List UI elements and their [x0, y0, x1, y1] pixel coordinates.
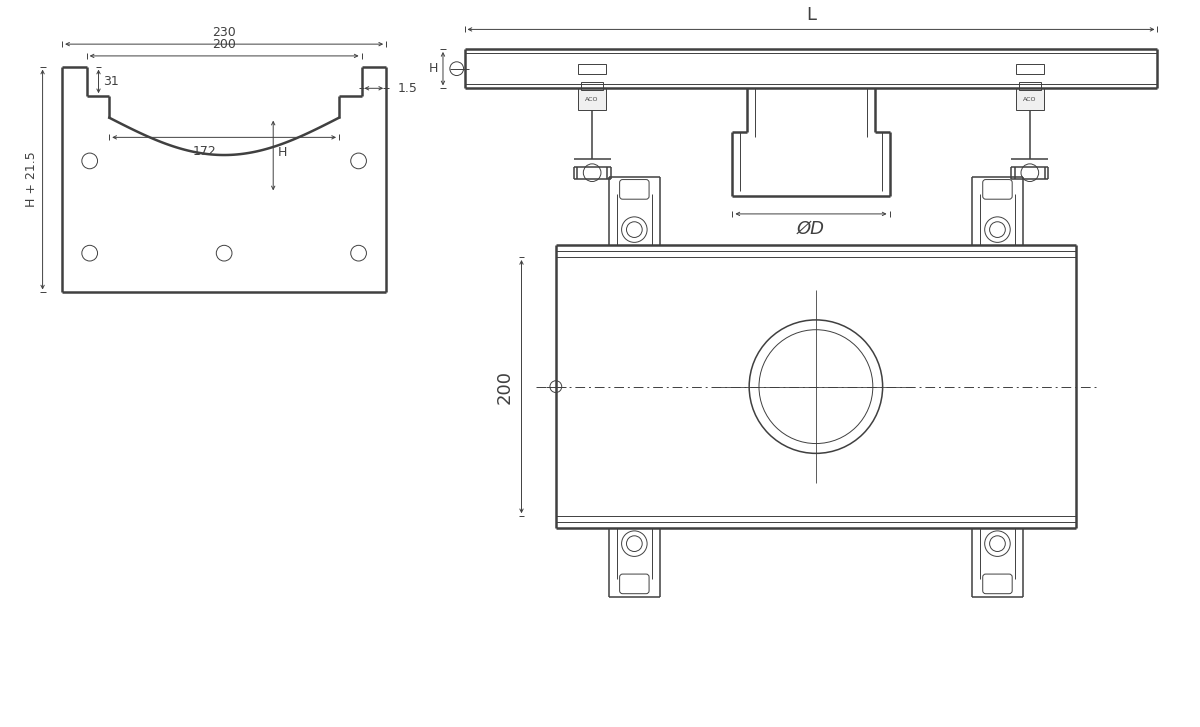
Bar: [1019, 82, 1040, 90]
Text: 1.5: 1.5: [398, 82, 418, 95]
Bar: [578, 64, 606, 73]
Text: 31: 31: [103, 75, 119, 88]
Text: H + 21.5: H + 21.5: [25, 152, 37, 207]
Bar: [1016, 64, 1044, 73]
FancyBboxPatch shape: [619, 574, 649, 594]
Text: ØD: ØD: [797, 220, 824, 238]
Text: ACO: ACO: [1024, 97, 1037, 102]
Text: H: H: [278, 145, 288, 158]
Bar: [578, 88, 606, 110]
Text: 200: 200: [212, 38, 236, 51]
Bar: [581, 82, 602, 90]
FancyBboxPatch shape: [983, 180, 1012, 199]
Text: H: H: [428, 63, 438, 75]
Text: 200: 200: [496, 369, 514, 403]
Bar: [1016, 88, 1044, 110]
Text: 230: 230: [212, 26, 236, 39]
Text: ACO: ACO: [586, 97, 599, 102]
Text: 172: 172: [193, 145, 216, 158]
FancyBboxPatch shape: [983, 574, 1012, 594]
Text: L: L: [806, 6, 816, 23]
FancyBboxPatch shape: [619, 180, 649, 199]
